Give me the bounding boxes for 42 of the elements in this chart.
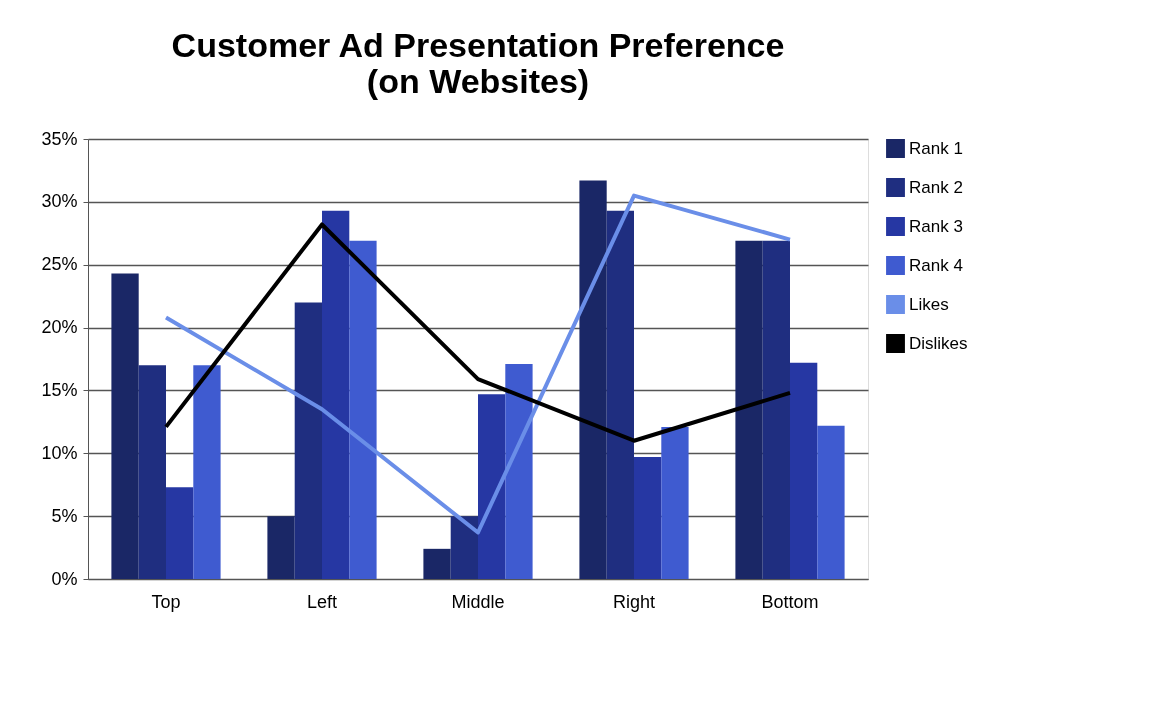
x-tick-label: Middle [451,591,505,612]
bar [267,516,295,579]
y-tick-label: 10% [41,442,78,463]
bar [505,364,533,579]
line-series [164,193,792,535]
y-tick-label: 0% [51,568,78,589]
y-tick-label: 15% [41,379,78,400]
bar [111,273,139,579]
bar [762,240,790,579]
x-tick-label: Left [306,591,338,612]
legend-label: Dislikes [909,333,968,353]
bar [579,180,607,579]
bar [423,548,451,579]
x-tick-label: Bottom [761,591,819,612]
legend-label: Rank 2 [909,177,963,197]
legend-label: Likes [909,294,949,314]
bar [322,210,350,579]
legend-label: Rank 1 [909,138,963,158]
bar [606,210,634,579]
bar [817,425,845,579]
bar [294,302,322,579]
bar [634,457,662,579]
bar [790,362,818,579]
y-tick-label: 20% [41,317,78,338]
bar [478,394,506,579]
legend-label: Rank 3 [909,216,963,236]
y-tick-label: 30% [41,191,78,212]
bar [735,240,763,579]
line-series [164,222,792,443]
y-tick-label: 5% [51,505,78,526]
bar [450,516,478,579]
chart-title: Customer Ad Presentation Preference (on Websites) [171,26,785,100]
x-tick-label: Right [612,591,656,612]
legend-label: Rank 4 [909,255,963,275]
y-tick-label: 35% [41,128,78,149]
bar [193,365,221,579]
bar [166,487,194,579]
bar [661,426,689,579]
y-tick-label: 25% [41,254,78,275]
bar [138,365,166,579]
bar [349,240,377,579]
x-tick-label: Top [151,591,181,612]
